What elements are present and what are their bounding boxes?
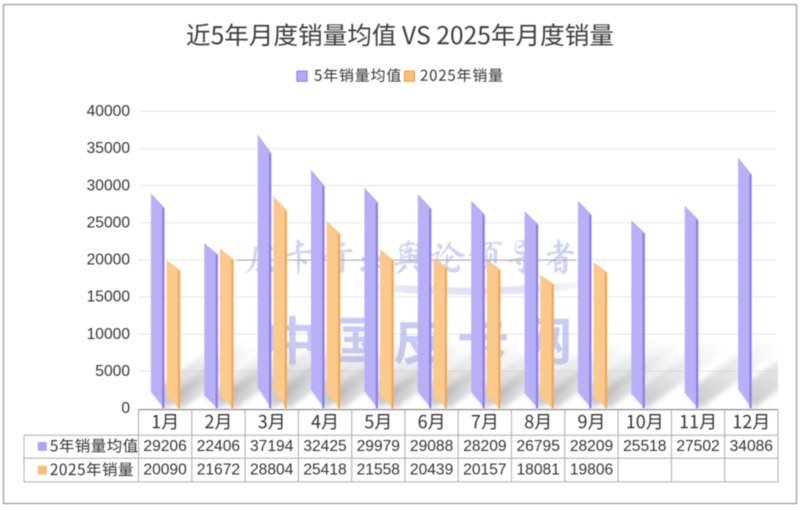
- svg-text:5000: 5000: [95, 363, 130, 380]
- svg-text:35000: 35000: [87, 140, 131, 157]
- svg-text:20000: 20000: [87, 252, 131, 269]
- svg-text:21672: 21672: [197, 462, 240, 479]
- svg-text:20157: 20157: [463, 462, 506, 479]
- svg-text:10000: 10000: [87, 326, 131, 343]
- svg-text:34086: 34086: [730, 438, 773, 455]
- svg-text:29206: 29206: [143, 438, 186, 455]
- svg-text:22406: 22406: [197, 438, 240, 455]
- svg-text:26795: 26795: [517, 438, 561, 455]
- svg-text:19806: 19806: [570, 462, 613, 479]
- svg-text:29979: 29979: [357, 438, 400, 455]
- svg-text:28209: 28209: [570, 438, 613, 455]
- svg-text:21558: 21558: [357, 462, 400, 479]
- svg-text:25518: 25518: [623, 438, 666, 455]
- svg-text:29088: 29088: [410, 438, 453, 455]
- svg-text:25418: 25418: [303, 462, 346, 479]
- svg-text:15000: 15000: [87, 289, 131, 306]
- svg-text:20439: 20439: [410, 462, 453, 479]
- svg-text:28209: 28209: [463, 438, 506, 455]
- svg-text:25000: 25000: [87, 214, 131, 231]
- svg-text:20090: 20090: [143, 462, 187, 479]
- svg-text:18081: 18081: [517, 462, 560, 479]
- svg-text:40000: 40000: [87, 103, 131, 120]
- svg-text:0: 0: [121, 400, 130, 417]
- svg-text:28804: 28804: [250, 462, 294, 479]
- svg-text:37194: 37194: [250, 438, 294, 455]
- svg-text:27502: 27502: [676, 438, 719, 455]
- svg-text:30000: 30000: [87, 177, 131, 194]
- svg-text:32425: 32425: [303, 438, 347, 455]
